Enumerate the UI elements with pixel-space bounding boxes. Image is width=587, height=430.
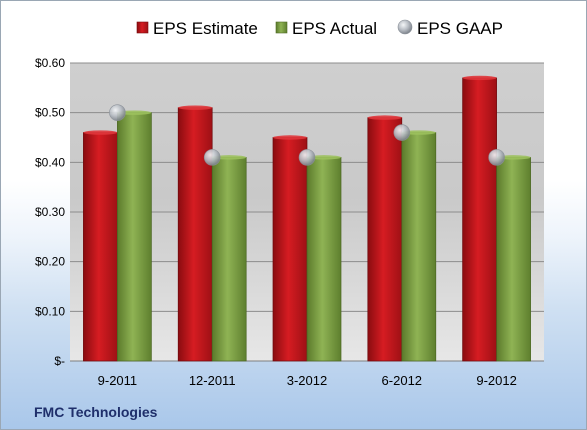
bar-cap <box>117 110 152 115</box>
source-label: FMC Technologies <box>34 404 158 420</box>
bar-eps-estimate-9-2012 <box>462 75 497 362</box>
y-tick-label: $0.10 <box>35 304 65 318</box>
legend-label-eps-actual: EPS Actual <box>292 19 377 38</box>
bar-cap <box>462 75 497 81</box>
y-tick-label: $0.30 <box>35 205 65 219</box>
legend-label-eps-estimate: EPS Estimate <box>153 19 258 38</box>
legend: EPS Estimate EPS Actual EPS GAAP <box>136 19 503 38</box>
bar-eps-estimate-6-2012 <box>367 115 403 362</box>
bar-cap <box>273 135 307 140</box>
bar-eps-actual-6-2012 <box>401 130 437 362</box>
bar-rect <box>211 157 247 362</box>
bars <box>83 75 531 362</box>
bar-rect <box>367 117 403 362</box>
x-axis-labels: 9-2011 12-2011 3-2012 6-2012 9-2012 <box>98 373 517 388</box>
bar-cap <box>307 155 341 160</box>
bar-rect <box>83 132 118 362</box>
legend-label-eps-gaap: EPS GAAP <box>417 19 503 38</box>
y-tick-label: $0.40 <box>35 155 65 169</box>
bar-eps-estimate-12-2011 <box>177 105 213 362</box>
x-tick-label-6-2012: 6-2012 <box>382 373 422 388</box>
y-tick-label: $- <box>54 354 65 368</box>
bar-cap <box>83 130 118 135</box>
bar-rect <box>401 132 437 362</box>
gaap-marker-3-2012 <box>298 149 316 166</box>
bar-eps-actual-9-2012 <box>496 155 531 362</box>
bar-cap <box>401 130 436 135</box>
legend-item-eps-gaap: EPS GAAP <box>397 19 503 38</box>
bar-rect <box>496 157 531 362</box>
x-tick-label-9-2012: 9-2012 <box>476 373 516 388</box>
bar-eps-actual-12-2011 <box>211 155 247 362</box>
gaap-marker-12-2011 <box>203 149 221 166</box>
y-tick-label: $0.50 <box>35 106 65 120</box>
y-tick-label: $0.20 <box>35 255 65 269</box>
gaap-marker-6-2012 <box>393 124 411 141</box>
legend-swatch-eps-estimate <box>136 21 149 34</box>
legend-item-eps-actual: EPS Actual <box>275 19 377 38</box>
bar-eps-estimate-3-2012 <box>272 135 308 362</box>
bar-cap <box>178 105 213 110</box>
bar-rect <box>272 137 308 362</box>
gaap-marker-9-2011 <box>109 104 126 121</box>
bar-cap <box>496 155 531 160</box>
legend-item-eps-estimate: EPS Estimate <box>136 19 258 38</box>
bar-eps-actual-3-2012 <box>306 155 342 362</box>
bar-cap <box>367 115 402 120</box>
bar-rect <box>177 107 213 362</box>
bar-rect <box>306 157 342 362</box>
x-tick-label-12-2011: 12-2011 <box>189 373 236 388</box>
gaap-markers <box>109 104 505 166</box>
x-tick-label-3-2012: 3-2012 <box>287 373 327 388</box>
legend-swatch-eps-actual <box>275 21 288 34</box>
y-tick-label: $0.60 <box>35 56 65 70</box>
gaap-marker-9-2012 <box>488 149 505 166</box>
bar-eps-estimate-9-2011 <box>83 130 118 362</box>
bar-rect <box>117 112 152 362</box>
y-axis-ticks: $- $0.10 $0.20 $0.30 $0.40 $0.50 $0.60 <box>35 56 65 368</box>
x-tick-label-9-2011: 9-2011 <box>98 373 138 388</box>
bar-rect <box>462 77 497 362</box>
bar-cap <box>212 155 247 160</box>
plot-area: $- $0.10 $0.20 $0.30 $0.40 $0.50 $0.60 9-2011 1… <box>35 56 544 388</box>
bar-eps-actual-9-2011 <box>117 110 152 362</box>
legend-marker-eps-gaap <box>397 19 413 35</box>
